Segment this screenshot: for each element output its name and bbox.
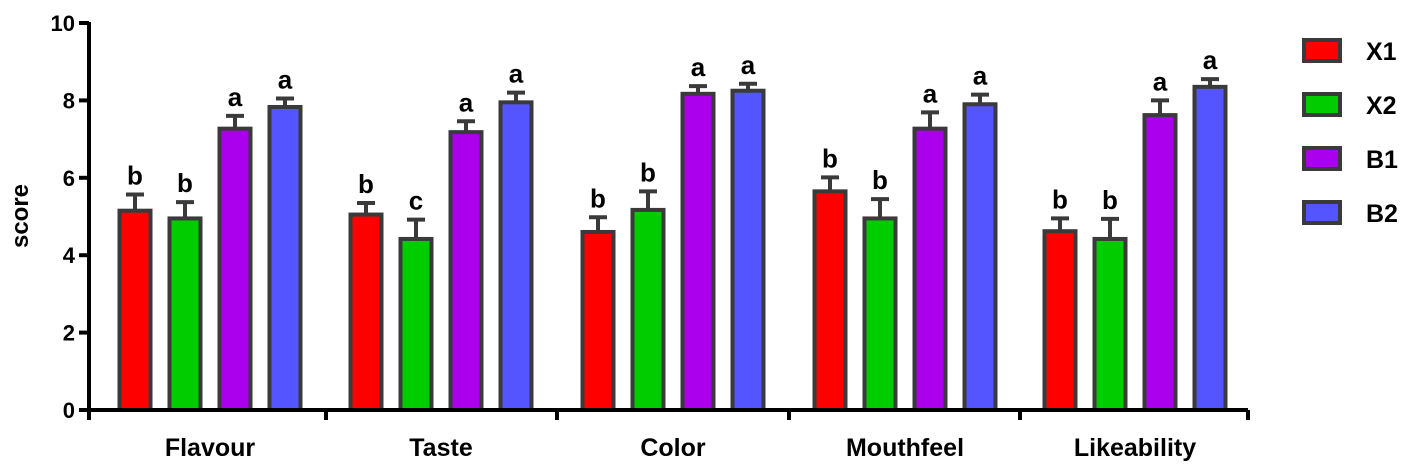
sig-label-x1-flavour: b	[127, 160, 143, 190]
x-tick-label-taste: Taste	[409, 434, 473, 462]
bar-x1-mouthfeel	[812, 189, 848, 412]
y-axis-title: score	[7, 184, 34, 248]
sig-label-b1-mouthfeel: a	[923, 78, 938, 108]
bar-b1-color	[680, 91, 716, 412]
bar-x2-color	[630, 207, 666, 412]
bar-x1-color	[580, 229, 616, 412]
sig-label-x2-taste: c	[409, 186, 423, 216]
sig-label-b2-flavour: a	[278, 64, 293, 94]
sig-label-x2-flavour: b	[177, 168, 193, 198]
bar-x2-taste	[398, 236, 434, 412]
x-tick-label-color: Color	[640, 434, 706, 462]
legend-swatch-x2	[1302, 92, 1342, 117]
sig-label-b2-likeability: a	[1203, 45, 1218, 75]
bars-layer: b b b b b b c b b b a a a a a a a a a a	[117, 45, 1228, 413]
bar-x1-likeability	[1042, 229, 1078, 412]
sig-label-x1-mouthfeel: b	[822, 143, 838, 173]
bar-b2-taste	[498, 100, 534, 413]
x-tick-label-mouthfeel: Mouthfeel	[846, 434, 964, 462]
y-tick-label-4: 4	[63, 243, 76, 268]
axes-layer: 0 2 4 6 8 10 Flavour Taste Color Mouthfeel Likeabi…	[51, 11, 1250, 462]
bar-b2-flavour	[267, 104, 303, 412]
sig-label-x2-likeability: b	[1102, 185, 1118, 215]
bar-b2-mouthfeel	[962, 102, 998, 413]
bar-x2-flavour	[167, 216, 203, 412]
legend: X1 X2 B1 B2	[1302, 38, 1398, 228]
y-tick-label-0: 0	[63, 398, 75, 423]
legend-swatch-b2	[1302, 200, 1342, 225]
bar-x2-likeability	[1092, 236, 1128, 412]
bar-b1-likeability	[1142, 113, 1178, 413]
bar-x2-mouthfeel	[862, 216, 898, 412]
y-tick-label-8: 8	[63, 88, 75, 113]
sig-label-x2-color: b	[640, 157, 656, 187]
y-tick-label-10: 10	[51, 11, 75, 36]
y-tick-label-2: 2	[63, 321, 75, 346]
legend-swatch-x1	[1302, 38, 1342, 63]
legend-label-b1: B1	[1366, 146, 1398, 174]
y-tick-label-6: 6	[63, 166, 75, 191]
sig-label-x1-taste: b	[358, 169, 374, 199]
sig-label-x2-mouthfeel: b	[872, 165, 888, 195]
bar-b1-mouthfeel	[912, 126, 948, 412]
legend-label-b2: B2	[1366, 200, 1398, 228]
sig-label-b1-taste: a	[459, 87, 474, 117]
legend-label-x2: X2	[1366, 92, 1397, 120]
bar-b2-likeability	[1192, 84, 1228, 412]
x-tick-label-likeability: Likeability	[1074, 434, 1196, 462]
legend-label-x1: X1	[1366, 38, 1397, 66]
bar-b1-taste	[448, 130, 484, 412]
sig-label-b2-taste: a	[509, 59, 524, 89]
sig-label-b1-likeability: a	[1153, 66, 1168, 96]
sig-label-b2-color: a	[741, 50, 756, 80]
bar-x1-flavour	[117, 208, 153, 412]
sig-label-b2-mouthfeel: a	[973, 61, 988, 91]
bar-x1-taste	[348, 212, 384, 412]
sig-label-x1-likeability: b	[1052, 184, 1068, 214]
bar-b1-flavour	[217, 126, 253, 412]
sig-label-b1-flavour: a	[228, 82, 243, 112]
bar-b2-color	[730, 88, 766, 412]
x-tick-label-flavour: Flavour	[165, 434, 256, 462]
sig-label-x1-color: b	[590, 183, 606, 213]
sig-label-b1-color: a	[691, 52, 706, 82]
legend-swatch-b1	[1302, 146, 1342, 171]
